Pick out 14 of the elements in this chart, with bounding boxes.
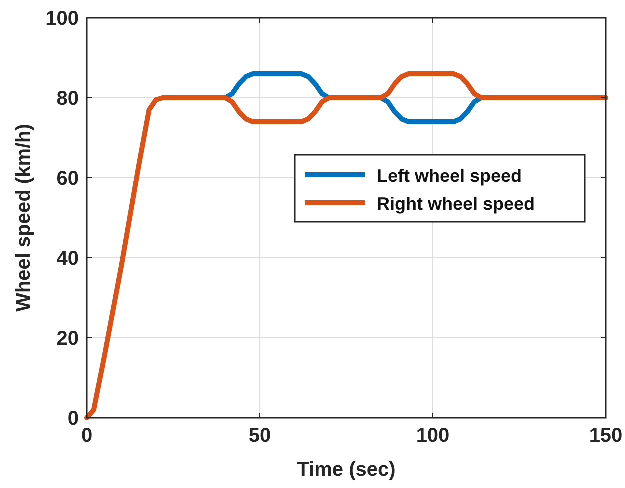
legend-label: Right wheel speed: [377, 194, 536, 214]
x-tick-label: 0: [81, 425, 93, 447]
y-tick-label: 0: [68, 408, 79, 430]
y-tick-label: 80: [56, 88, 79, 110]
legend-label: Left wheel speed: [377, 166, 522, 186]
x-tick-label: 150: [589, 425, 623, 447]
y-tick-label: 60: [56, 168, 79, 190]
x-tick-label: 100: [416, 425, 450, 447]
x-axis-title: Time (sec): [297, 459, 396, 481]
y-tick-label: 100: [46, 8, 79, 30]
y-axis-title: Wheel speed (km/h): [13, 124, 35, 312]
y-tick-label: 20: [56, 328, 79, 350]
y-tick-label: 40: [56, 248, 79, 270]
x-tick-label: 50: [248, 425, 272, 447]
